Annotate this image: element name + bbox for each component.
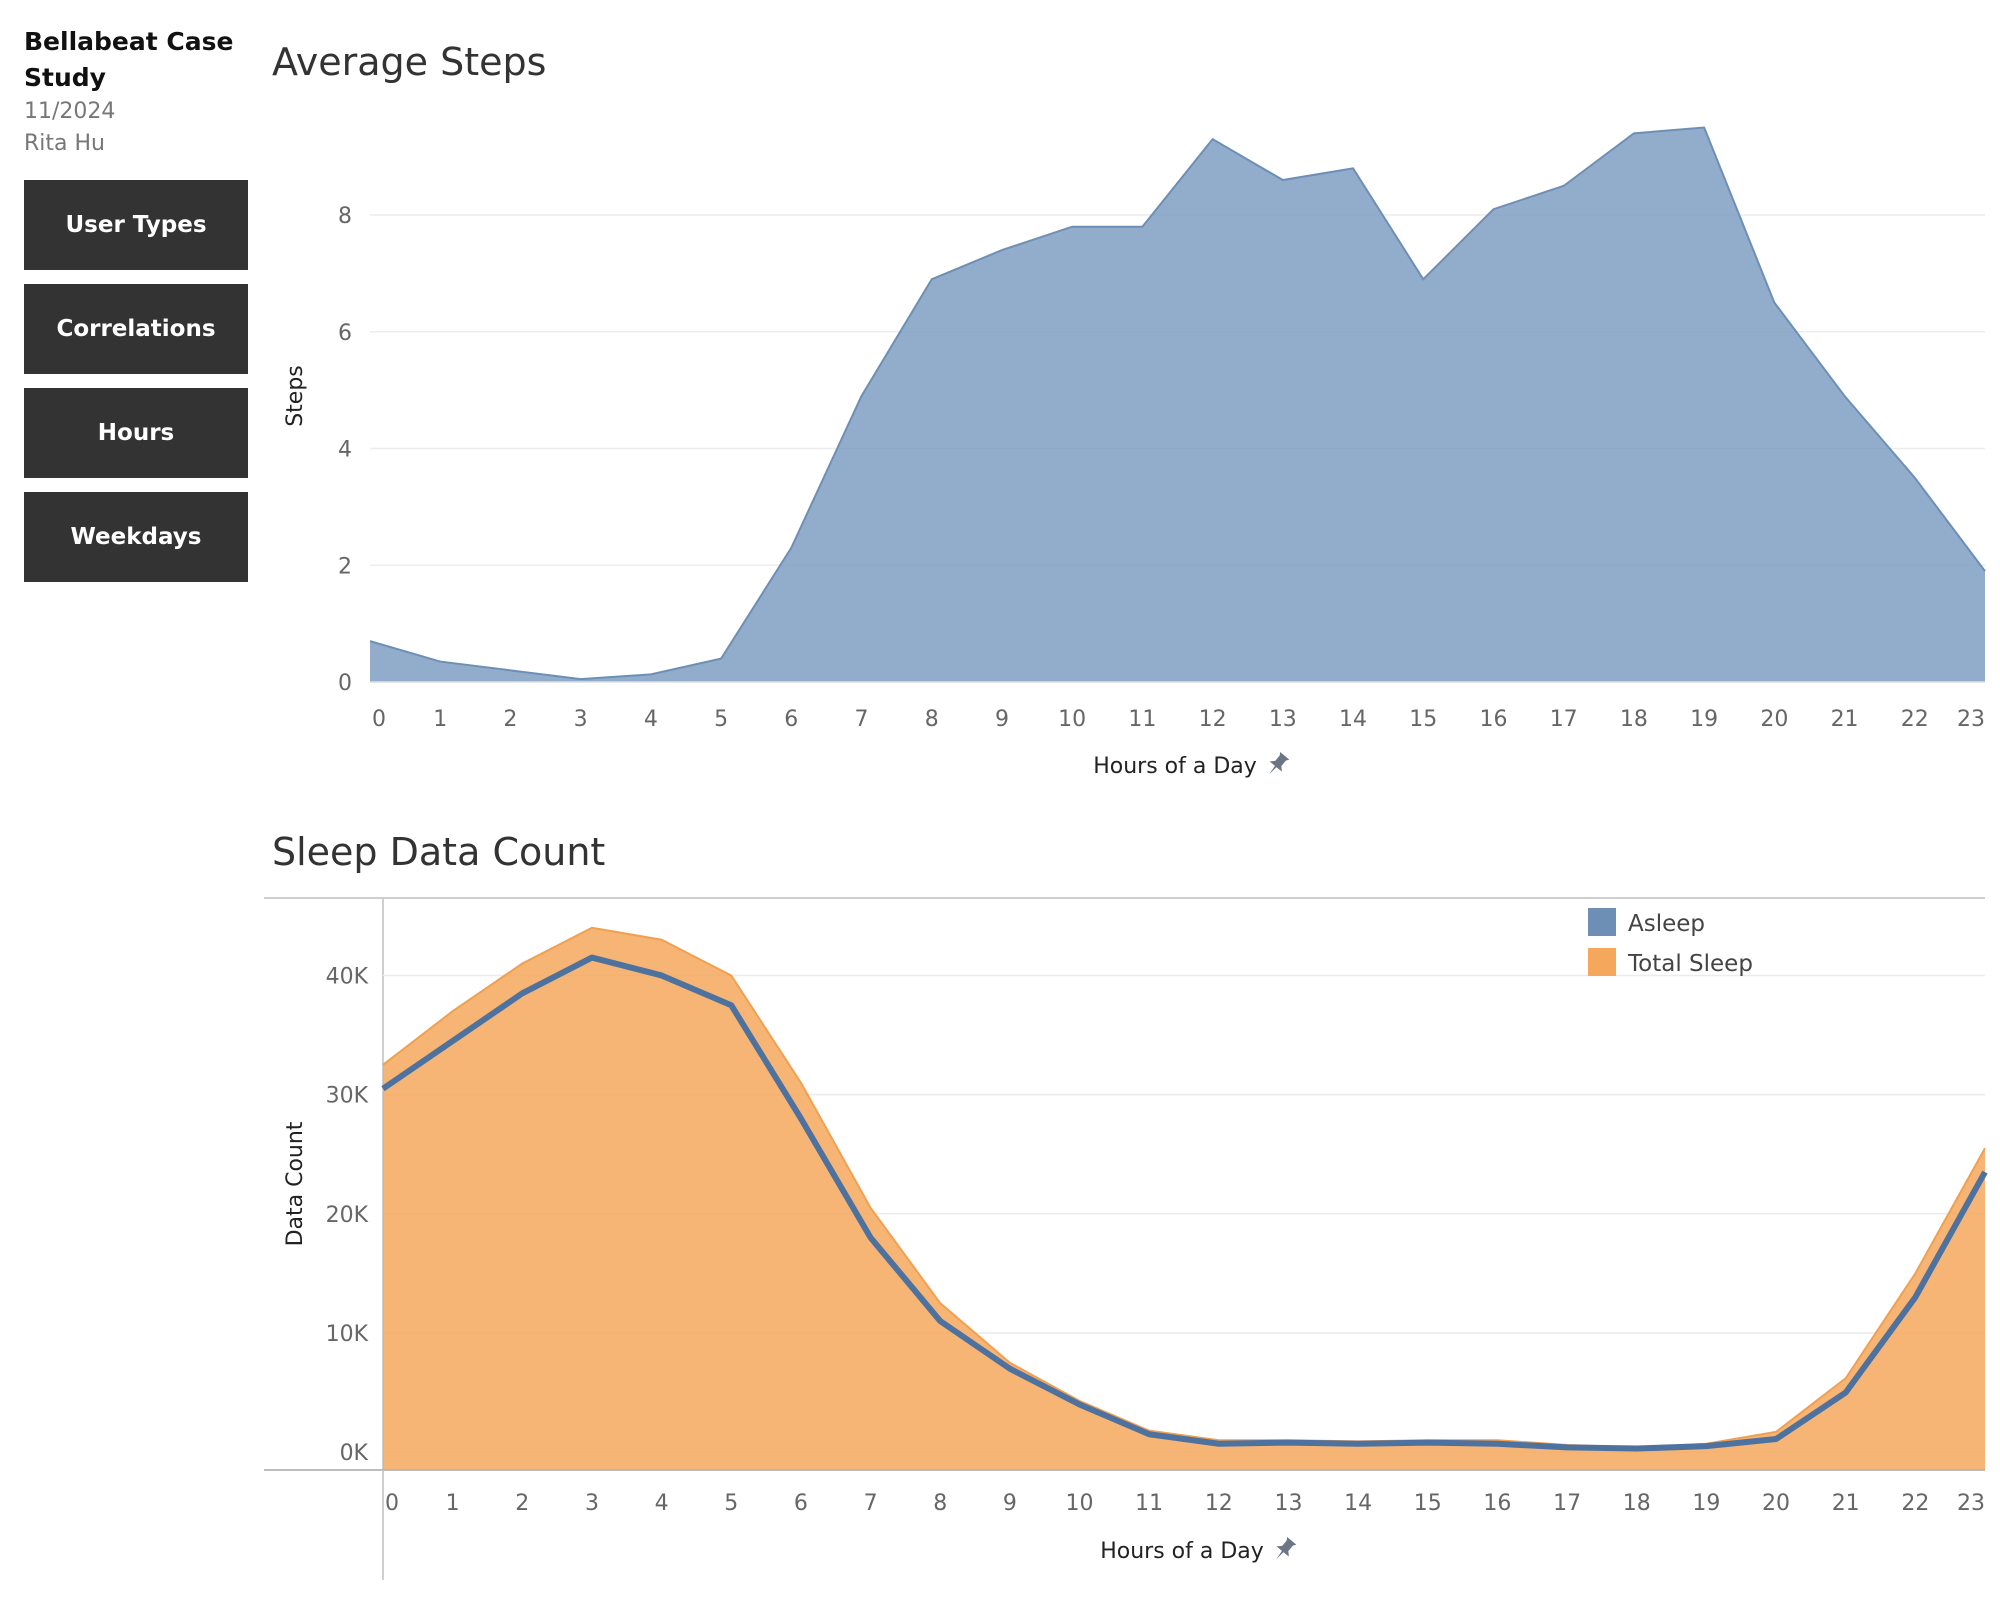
x-tick-label: 19	[1692, 1491, 1720, 1516]
x-tick-label: 18	[1623, 1491, 1651, 1516]
legend-label: Total Sleep	[1627, 951, 1753, 977]
x-tick-label: 14	[1339, 707, 1367, 732]
x-tick-label: 16	[1479, 707, 1507, 732]
weekdays-button[interactable]: Weekdays	[24, 492, 248, 582]
y-tick-label: 2	[338, 554, 352, 579]
report-date: 11/2024	[24, 99, 116, 124]
x-axis-title: Hours of a Day	[1093, 754, 1257, 779]
x-tick-label: 16	[1483, 1491, 1511, 1516]
total-sleep-area-edge	[382, 926, 1986, 1449]
y-tick-label: 40K	[326, 964, 369, 989]
x-tick-label: 1	[446, 1491, 460, 1516]
x-tick-label: 23	[1957, 1491, 1985, 1516]
x-tick-label: 15	[1414, 1491, 1442, 1516]
x-tick-label: 3	[574, 707, 588, 732]
x-tick-label: 17	[1550, 707, 1578, 732]
x-tick-label: 6	[784, 707, 798, 732]
nav-menu: User Types Correlations Hours Weekdays	[24, 180, 248, 582]
x-tick-label: 0	[372, 707, 386, 732]
x-tick-label: 11	[1128, 707, 1156, 732]
y-tick-label: 6	[338, 321, 352, 346]
legend-swatch	[1588, 908, 1616, 936]
legend-swatch	[1588, 948, 1616, 976]
x-tick-label: 2	[503, 707, 517, 732]
x-tick-label: 2	[515, 1491, 529, 1516]
x-tick-label: 5	[724, 1491, 738, 1516]
y-tick-label: 10K	[326, 1322, 369, 1347]
x-tick-label: 1	[433, 707, 447, 732]
y-tick-label: 0	[338, 671, 352, 696]
y-tick-label: 20K	[326, 1203, 369, 1228]
pin-icon	[1276, 1536, 1297, 1560]
y-tick-label: 4	[338, 438, 352, 463]
x-tick-label: 19	[1690, 707, 1718, 732]
x-tick-label: 17	[1553, 1491, 1581, 1516]
x-tick-label: 8	[933, 1491, 947, 1516]
steps-chart-title: Average Steps	[272, 40, 547, 84]
x-tick-label: 14	[1344, 1491, 1372, 1516]
total-sleep-area	[383, 927, 1985, 1470]
x-tick-label: 7	[855, 707, 869, 732]
asleep-line	[381, 954, 1988, 1452]
x-tick-label: 20	[1760, 707, 1788, 732]
x-tick-label: 9	[1003, 1491, 1017, 1516]
x-tick-label: 20	[1762, 1491, 1790, 1516]
series-area	[370, 127, 1985, 683]
y-tick-label: 8	[338, 204, 352, 229]
legend-label: Asleep	[1628, 911, 1705, 937]
x-tick-label: 6	[794, 1491, 808, 1516]
x-tick-label: 13	[1274, 1491, 1302, 1516]
x-tick-label: 22	[1901, 707, 1929, 732]
x-tick-label: 12	[1199, 707, 1227, 732]
x-tick-label: 4	[655, 1491, 669, 1516]
x-tick-label: 5	[714, 707, 728, 732]
y-axis-title: Data Count	[283, 1121, 308, 1246]
x-tick-label: 23	[1957, 707, 1985, 732]
app-title: Bellabeat Case Study	[24, 27, 234, 92]
x-tick-label: 11	[1135, 1491, 1163, 1516]
x-tick-label: 21	[1831, 707, 1859, 732]
x-tick-label: 21	[1832, 1491, 1860, 1516]
user-types-button[interactable]: User Types	[24, 180, 248, 270]
x-tick-label: 4	[644, 707, 658, 732]
y-axis-title: Steps	[283, 365, 308, 427]
sidebar: Bellabeat Case Study 11/2024 Rita Hu Use…	[24, 24, 248, 582]
x-tick-label: 8	[925, 707, 939, 732]
x-tick-label: 10	[1066, 1491, 1094, 1516]
x-tick-label: 13	[1269, 707, 1297, 732]
x-tick-label: 9	[995, 707, 1009, 732]
correlations-button[interactable]: Correlations	[24, 284, 248, 374]
x-tick-label: 3	[585, 1491, 599, 1516]
pin-icon	[1269, 751, 1290, 775]
x-tick-label: 0	[385, 1491, 399, 1516]
author-name: Rita Hu	[24, 131, 105, 156]
sleep-chart-title: Sleep Data Count	[272, 830, 606, 874]
x-tick-label: 18	[1620, 707, 1648, 732]
hours-button[interactable]: Hours	[24, 388, 248, 478]
x-axis-title: Hours of a Day	[1100, 1539, 1264, 1564]
y-tick-label: 30K	[326, 1084, 369, 1109]
series-area-edge	[369, 126, 1986, 681]
x-tick-label: 15	[1409, 707, 1437, 732]
y-tick-label: 0K	[340, 1441, 369, 1466]
x-tick-label: 12	[1205, 1491, 1233, 1516]
x-tick-label: 22	[1901, 1491, 1929, 1516]
x-tick-label: 7	[864, 1491, 878, 1516]
x-tick-label: 10	[1058, 707, 1086, 732]
